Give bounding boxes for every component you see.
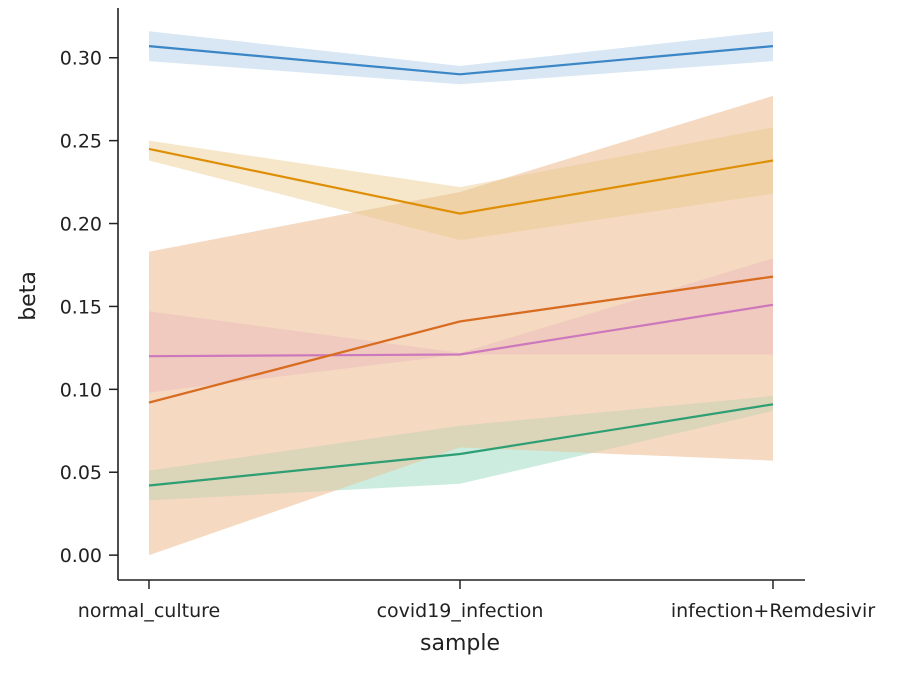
y-tick-label: 0.20 [60,214,102,236]
ci-band-4 [149,95,773,556]
ci-band-2 [149,396,773,501]
y-tick-label: 0.10 [60,379,102,401]
series-line-2 [148,403,774,487]
x-tick-label: infection+Remdesivir [671,600,875,622]
y-tick-label: 0.15 [60,296,102,318]
y-axis-label: beta [16,271,41,321]
x-ticks: normal_culture covid19_infection infection… [78,580,875,622]
ci-band-5 [149,127,773,241]
series-line-5 [148,147,774,215]
y-ticks: 0.00 0.05 0.10 0.15 0.20 0.25 0.30 [60,48,118,567]
series-lines [148,45,774,487]
y-tick-label: 0.00 [60,545,102,567]
confidence-bands [149,31,773,556]
series-line-6 [148,45,774,76]
y-tick-label: 0.25 [60,131,102,153]
y-tick-label: 0.05 [60,462,102,484]
ci-band-1 [149,95,773,556]
axes [117,8,805,581]
y-tick-label: 0.30 [60,48,102,70]
x-tick-label: normal_culture [78,600,220,622]
x-axis-label: sample [420,631,500,656]
series-line-3 [148,303,774,358]
ci-band-6 [149,31,773,85]
ci-band-3 [149,258,773,393]
x-tick-label: covid19_infection [377,600,544,622]
series-line-4 [148,275,774,404]
